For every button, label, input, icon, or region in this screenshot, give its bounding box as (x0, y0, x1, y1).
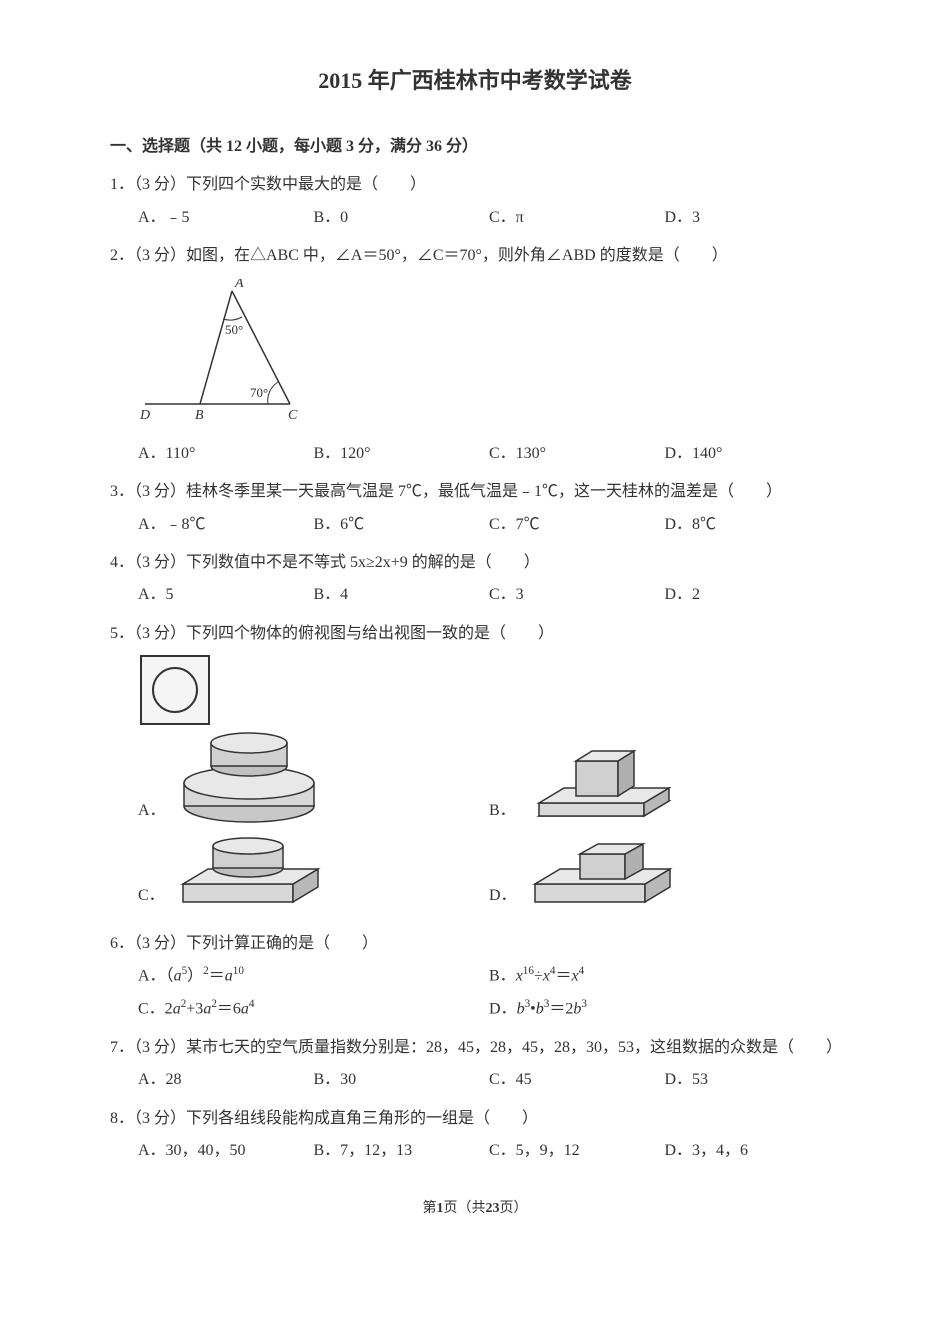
angle-70: 70° (250, 385, 268, 400)
question-3: 3．（3 分）桂林冬季里某一天最高气温是 7℃，最低气温是﹣1℃，这一天桂林的温… (110, 477, 840, 540)
q7-text: 7．（3 分）某市七天的空气质量指数分别是：28，45，28，45，28，30，… (110, 1033, 840, 1063)
question-8: 8．（3 分）下列各组线段能构成直角三角形的一组是（ ） A．30，40，50 … (110, 1104, 840, 1167)
q6-options-row1: A．（a5）2＝a10 B．x16÷x4＝x4 (138, 961, 840, 992)
q3-option-d: D．8℃ (665, 510, 841, 540)
q4-option-a: A．5 (138, 580, 314, 610)
page-footer: 第1页（共23页） (110, 1196, 840, 1223)
triangle-diagram-icon: A 50° 70° D B C (140, 279, 315, 419)
label-d: D (140, 408, 150, 419)
q1-option-a: A．﹣5 (138, 203, 314, 233)
page-title: 2015 年广西桂林市中考数学试卷 (110, 60, 840, 102)
q2-option-a: A．110° (138, 439, 314, 469)
q8-option-b: B．7，12，13 (314, 1136, 490, 1166)
question-1: 1．（3 分）下列四个实数中最大的是（ ） A．﹣5 B．0 C．π D．3 (110, 170, 840, 233)
q2-option-c: C．130° (489, 439, 665, 469)
q4-option-b: B．4 (314, 580, 490, 610)
q1-options: A．﹣5 B．0 C．π D．3 (138, 203, 840, 233)
q8-text: 8．（3 分）下列各组线段能构成直角三角形的一组是（ ） (110, 1104, 840, 1134)
question-4: 4．（3 分）下列数值中不是不等式 5x≥2x+9 的解的是（ ） A．5 B．… (110, 548, 840, 611)
q6-text: 6．（3 分）下列计算正确的是（ ） (110, 929, 840, 959)
q3-options: A．﹣8℃ B．6℃ C．7℃ D．8℃ (138, 510, 840, 540)
q3-option-c: C．7℃ (489, 510, 665, 540)
q2-option-b: B．120° (314, 439, 490, 469)
q1-text: 1．（3 分）下列四个实数中最大的是（ ） (110, 170, 840, 200)
solid-a-icon (174, 731, 324, 826)
question-6: 6．（3 分）下列计算正确的是（ ） A．（a5）2＝a10 B．x16÷x4＝… (110, 929, 840, 1025)
q2-figure: A 50° 70° D B C (140, 279, 840, 430)
q6-option-a: A．（a5）2＝a10 (138, 961, 489, 992)
q1-option-c: C．π (489, 203, 665, 233)
q7-options: A．28 B．30 C．45 D．53 (138, 1065, 840, 1095)
q4-option-d: D．2 (665, 580, 841, 610)
q7-option-a: A．28 (138, 1065, 314, 1095)
q2-options: A．110° B．120° C．130° D．140° (138, 439, 840, 469)
q6-option-c: C．2a2+3a2＝6a4 (138, 994, 489, 1025)
label-a: A (234, 279, 244, 291)
question-2: 2．（3 分）如图，在△ABC 中，∠A＝50°，∠C＝70°，则外角∠ABD … (110, 241, 840, 469)
q5-label-c: C． (138, 881, 165, 911)
q3-option-a: A．﹣8℃ (138, 510, 314, 540)
q4-options: A．5 B．4 C．3 D．2 (138, 580, 840, 610)
q5-option-c: C． (138, 836, 489, 911)
q5-top-view (140, 655, 210, 725)
q5-label-d: D． (489, 881, 517, 911)
q5-option-a: A． (138, 731, 489, 826)
q4-option-c: C．3 (489, 580, 665, 610)
label-c: C (288, 408, 298, 419)
solid-c-icon (173, 836, 323, 911)
q3-text: 3．（3 分）桂林冬季里某一天最高气温是 7℃，最低气温是﹣1℃，这一天桂林的温… (110, 477, 840, 507)
section-header: 一、选择题（共 12 小题，每小题 3 分，满分 36 分） (110, 132, 840, 162)
question-7: 7．（3 分）某市七天的空气质量指数分别是：28，45，28，45，28，30，… (110, 1033, 840, 1096)
q5-label-b: B． (489, 796, 516, 826)
label-b: B (195, 408, 204, 419)
q3-option-b: B．6℃ (314, 510, 490, 540)
q8-options: A．30，40，50 B．7，12，13 C．5，9，12 D．3，4，6 (138, 1136, 840, 1166)
q1-option-d: D．3 (665, 203, 841, 233)
q8-option-d: D．3，4，6 (665, 1136, 841, 1166)
q6-option-b: B．x16÷x4＝x4 (489, 961, 840, 992)
q5-label-a: A． (138, 796, 166, 826)
q7-option-d: D．53 (665, 1065, 841, 1095)
q6-options-row2: C．2a2+3a2＝6a4 D．b3•b3＝2b3 (138, 994, 840, 1025)
solid-d-icon (525, 836, 675, 911)
circle-in-square-icon (150, 665, 200, 715)
q8-option-c: C．5，9，12 (489, 1136, 665, 1166)
solid-b-icon (524, 741, 674, 826)
q6-option-d: D．b3•b3＝2b3 (489, 994, 840, 1025)
q5-text: 5．（3 分）下列四个物体的俯视图与给出视图一致的是（ ） (110, 619, 840, 649)
question-5: 5．（3 分）下列四个物体的俯视图与给出视图一致的是（ ） A． B． (110, 619, 840, 921)
q5-option-d: D． (489, 836, 840, 911)
q8-option-a: A．30，40，50 (138, 1136, 314, 1166)
q2-option-d: D．140° (665, 439, 841, 469)
q4-text: 4．（3 分）下列数值中不是不等式 5x≥2x+9 的解的是（ ） (110, 548, 840, 578)
q7-option-c: C．45 (489, 1065, 665, 1095)
q5-option-b: B． (489, 731, 840, 826)
q1-option-b: B．0 (314, 203, 490, 233)
q7-option-b: B．30 (314, 1065, 490, 1095)
q2-text: 2．（3 分）如图，在△ABC 中，∠A＝50°，∠C＝70°，则外角∠ABD … (110, 241, 840, 271)
q5-options: A． B． C． (138, 731, 840, 921)
angle-50: 50° (225, 322, 243, 337)
